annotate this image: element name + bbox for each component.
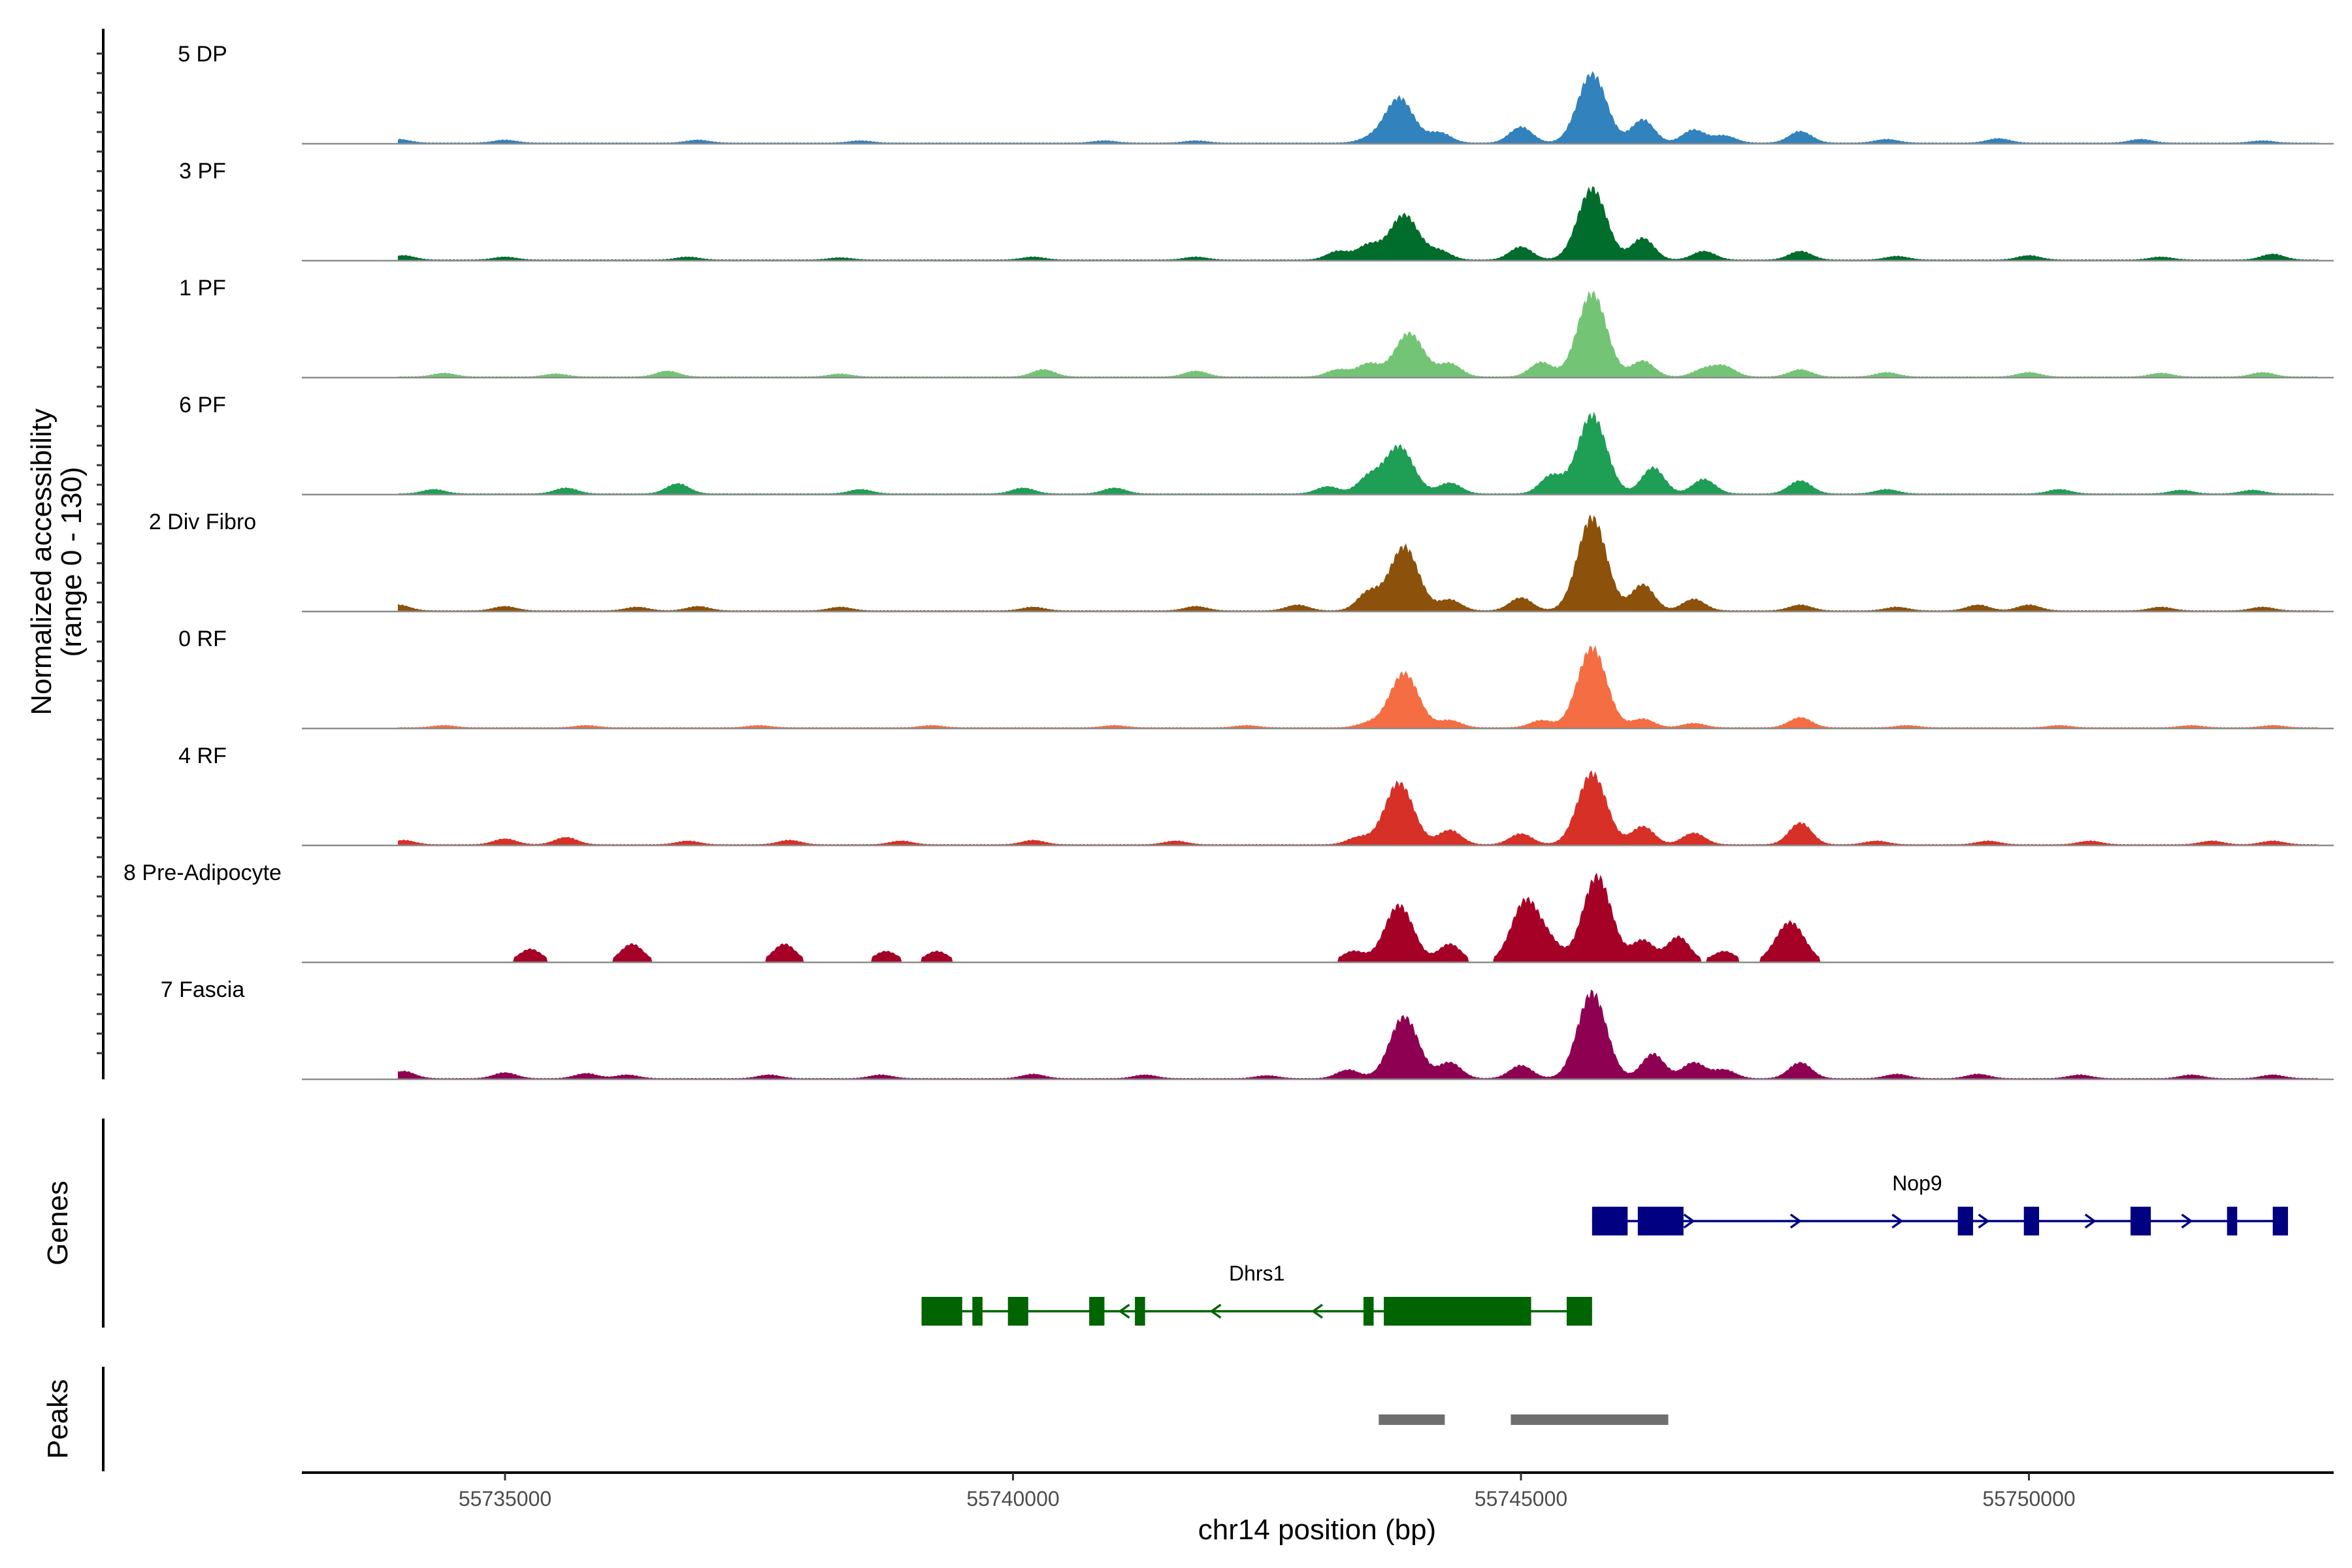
peak-region-bar [1379, 1414, 1445, 1425]
track-label: 2 Div Fibro [149, 510, 256, 534]
track-label: 6 PF [179, 393, 226, 417]
coverage-track: 0 RF [178, 627, 2334, 730]
gene-strand-arrow [1978, 1213, 1990, 1229]
peak-region-bar [1511, 1414, 1669, 1425]
coverage-area [397, 71, 2320, 144]
gene-strand-arrow [2084, 1213, 2097, 1229]
gene-strand-arrow [1597, 1213, 1609, 1229]
x-tick-label: 55750000 [1982, 1487, 2075, 1511]
x-axis-title: chr14 position (bp) [1198, 1514, 1436, 1546]
track-label: 8 Pre-Adipocyte [123, 860, 282, 885]
gene-exon [1566, 1297, 1592, 1326]
coverage-track: 3 PF [179, 159, 2334, 262]
gene-exon [2023, 1207, 2040, 1235]
x-tick-label: 55740000 [966, 1487, 1059, 1511]
coverage-y-axis-ticks [97, 52, 103, 1054]
track-label: 1 PF [179, 276, 226, 301]
gene-strand-arrow [1683, 1213, 1695, 1229]
gene-strand-arrow [2181, 1213, 2193, 1229]
coverage-track: 7 Fascia [161, 977, 2334, 1081]
genes-panel-title: Genes [42, 1181, 74, 1266]
gene-strand-arrow [1209, 1303, 1222, 1319]
track-label: 4 RF [178, 743, 227, 768]
gene-exon [1637, 1207, 1684, 1235]
coverage-track: 8 Pre-Adipocyte [123, 860, 2334, 964]
peaks-panel-title: Peaks [42, 1379, 74, 1459]
y-axis-title: Normalized accessibility (range 0 - 130) [25, 408, 88, 715]
gene-exon [1135, 1297, 1145, 1326]
gene-exon [1363, 1297, 1374, 1326]
coverage-track: 2 Div Fibro [149, 510, 2334, 613]
track-label: 7 Fascia [161, 977, 245, 1002]
gene-exon [1384, 1297, 1531, 1326]
gene-strand-arrow [1789, 1213, 1802, 1229]
coverage-track: 1 PF [179, 276, 2334, 379]
peak-regions [1379, 1414, 1669, 1425]
gene-strand-arrow [1891, 1213, 1904, 1229]
gene-strand-arrow [1311, 1303, 1324, 1319]
coverage-area [397, 515, 2320, 612]
gene-label: Dhrs1 [1229, 1262, 1284, 1285]
gene-exon [1957, 1207, 1973, 1235]
gene-exon [1007, 1297, 1028, 1326]
gene-exon [1592, 1207, 1628, 1235]
gene-exon [972, 1297, 983, 1326]
coverage-track: 4 RF [178, 743, 2334, 847]
x-tick-label: 55745000 [1475, 1487, 1567, 1511]
track-label: 0 RF [178, 627, 227, 651]
gene-exon [921, 1297, 962, 1326]
gene-model: Nop9 [1592, 1171, 2289, 1235]
coverage-track: 6 PF [179, 393, 2334, 496]
gene-exon [2131, 1207, 2151, 1235]
track-label: 3 PF [179, 159, 226, 184]
x-axis-ticks: 55735000 55740000 55745000 55750000 [459, 1473, 2076, 1511]
gene-exon [1089, 1297, 1105, 1326]
gene-exon [2227, 1207, 2238, 1235]
gene-annotations: Nop9 Dhrs1 [921, 1171, 2289, 1326]
coverage-track: 5 DP [178, 42, 2334, 145]
coverage-tracks: 5 DP 3 PF 1 PF 6 PF 2 Div Fibro 0 RF 4 RF 8 Pre… [123, 42, 2334, 1081]
gene-label: Nop9 [1892, 1171, 1942, 1195]
y-axis-title-line1: Normalized accessibility [25, 408, 57, 715]
gene-strand-arrow [1118, 1303, 1130, 1319]
gene-exon [2272, 1207, 2289, 1235]
x-tick-label: 55735000 [459, 1487, 551, 1511]
track-label: 5 DP [178, 42, 227, 67]
gene-model: Dhrs1 [921, 1262, 1592, 1326]
y-axis-title-line2: (range 0 - 130) [56, 466, 88, 657]
